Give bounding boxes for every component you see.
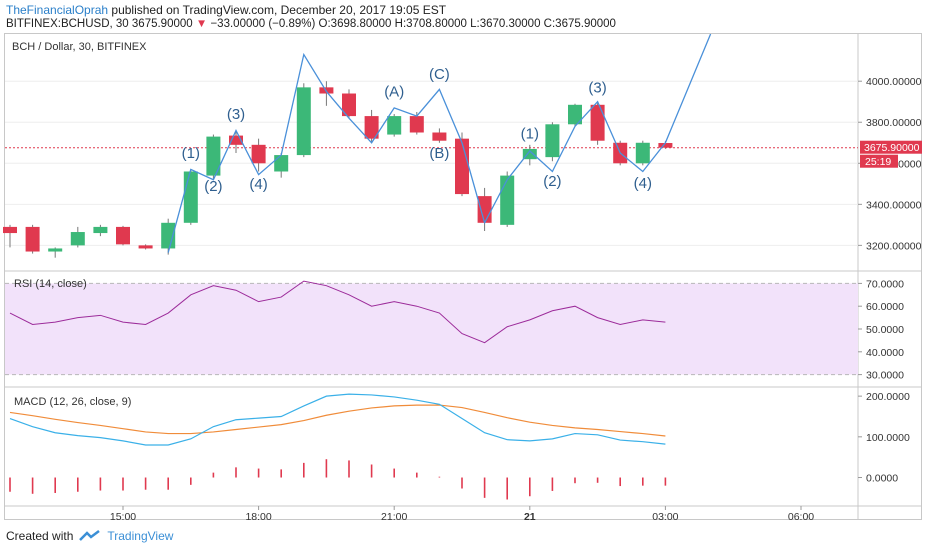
change-value: −33.00000 (−0.89%) <box>210 18 316 30</box>
candle-down <box>364 116 379 139</box>
symbol-label: BITFINEX:BCHUSD, 30 <box>6 18 129 30</box>
candle-up <box>545 124 560 158</box>
published-text: published on TradingView.com, December 2… <box>108 3 447 17</box>
candle-down <box>432 132 447 141</box>
rsi-tick-label: 30.0000 <box>866 370 904 382</box>
rsi-tick-label: 60.0000 <box>866 301 904 313</box>
last-price: 3675.90000 <box>131 18 193 30</box>
candle-up <box>183 171 198 223</box>
candle-up <box>522 148 537 160</box>
wave-label: (4) <box>249 176 267 193</box>
rsi-tick-label: 50.0000 <box>866 324 904 336</box>
macd-pane-title: MACD (12, 26, close, 9) <box>14 396 131 408</box>
candle-down <box>409 116 424 133</box>
down-arrow-icon: ▼ <box>195 18 208 30</box>
wave-label: (1) <box>521 126 539 143</box>
candle-down <box>455 138 469 195</box>
last-price-tag-label: 3675.90000 <box>864 142 920 154</box>
macd-signal-line <box>9 404 666 437</box>
wave-label: (C) <box>429 66 450 83</box>
open-label: O: <box>318 18 331 30</box>
countdown-tag <box>860 154 898 168</box>
tradingview-brand[interactable]: TradingView <box>107 529 174 543</box>
high-value: 3708.80000 <box>406 18 467 30</box>
candle-down <box>25 226 40 252</box>
candle-down <box>138 245 153 249</box>
close-label: C: <box>543 18 556 30</box>
last-price-tag <box>860 140 922 154</box>
publish-line: TheFinancialOprah published on TradingVi… <box>6 3 446 17</box>
wave-label: (2) <box>204 178 222 195</box>
wave-label: (B) <box>429 145 449 162</box>
candle-down <box>477 196 492 223</box>
price-tick-label: 3800.00000 <box>866 117 922 129</box>
candle-down <box>116 226 130 245</box>
candle-up <box>387 116 402 135</box>
candle-down <box>229 135 243 145</box>
price-tick-label: 3400.00000 <box>866 199 922 211</box>
time-tick-label: 15:00 <box>110 511 136 523</box>
tradingview-logo-icon <box>79 530 101 541</box>
elliott-wave-line <box>167 34 712 253</box>
close-value: 3675.90000 <box>555 18 616 30</box>
price-tick-label: 4000.00000 <box>866 76 922 88</box>
rsi-pane-title: RSI (14, close) <box>14 278 87 290</box>
time-tick-label: 18:00 <box>245 511 271 523</box>
rsi-tick-label: 70.0000 <box>866 278 904 290</box>
rsi-band <box>5 283 858 375</box>
candle-down <box>251 144 266 164</box>
candle-up <box>296 87 311 156</box>
chart-frame[interactable] <box>4 33 922 520</box>
time-tick-label: 03:00 <box>652 511 678 523</box>
author-link[interactable]: TheFinancialOprah <box>6 3 109 17</box>
ohlc-line: BITFINEX:BCHUSD, 30 3675.90000 ▼ −33.000… <box>6 18 616 30</box>
wave-label: (A) <box>384 84 404 101</box>
time-tick-label: 06:00 <box>788 511 814 523</box>
candle-up <box>500 175 515 225</box>
candle-up <box>206 136 221 176</box>
macd-tick-label: 100.0000 <box>866 432 910 444</box>
candle-up <box>70 232 85 246</box>
wave-label: (1) <box>182 145 200 162</box>
low-value: 3670.30000 <box>479 18 541 30</box>
wave-label: (4) <box>634 175 652 192</box>
macd-line <box>9 393 666 446</box>
candle-up <box>274 155 289 172</box>
candle-up <box>635 142 650 164</box>
wave-label: (2) <box>543 173 561 190</box>
candle-up <box>48 248 63 252</box>
candle-up <box>93 226 108 234</box>
candle-down <box>590 104 605 141</box>
time-tick-label: 21:00 <box>381 511 407 523</box>
open-value: 3698.80000 <box>330 18 392 30</box>
countdown-label: 25:19 <box>865 156 891 168</box>
price-pane-title: BCH / Dollar, 30, BITFINEX <box>12 41 147 53</box>
wave-label: (3) <box>588 79 606 96</box>
time-tick-label: 21 <box>524 511 536 523</box>
candle-up <box>568 104 582 125</box>
macd-tick-label: 200.0000 <box>866 391 910 403</box>
wave-label: (3) <box>227 106 245 123</box>
rsi-tick-label: 40.0000 <box>866 347 904 359</box>
candle-down <box>3 226 17 234</box>
low-label: L: <box>470 18 480 30</box>
candle-down <box>658 143 673 148</box>
candle-down <box>342 93 356 117</box>
rsi-line <box>9 280 666 344</box>
created-with-label: Created with <box>6 529 74 543</box>
footer: Created with TradingView <box>6 529 173 543</box>
high-label: H: <box>394 18 407 30</box>
price-tick-label: 3200.00000 <box>866 240 922 252</box>
macd-tick-label: 0.0000 <box>866 473 898 485</box>
